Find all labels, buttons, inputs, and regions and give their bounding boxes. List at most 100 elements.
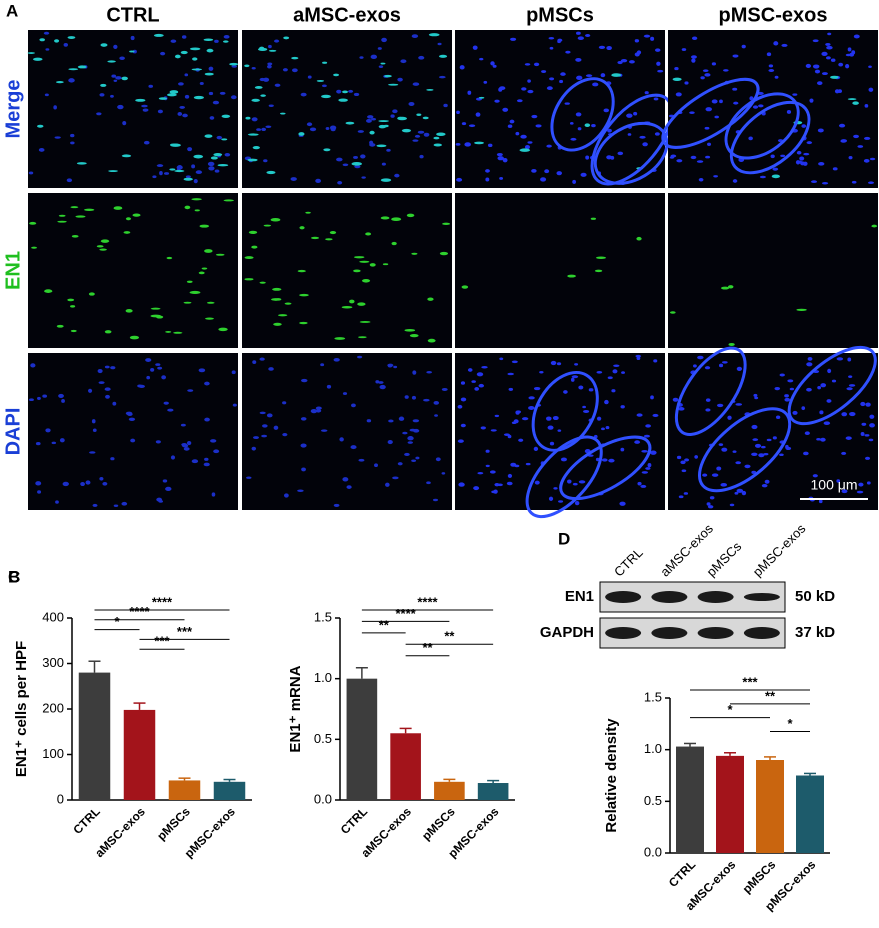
column-label: CTRL	[106, 4, 159, 26]
nucleus	[89, 451, 96, 454]
nucleus	[219, 91, 226, 95]
nucleus	[274, 39, 280, 43]
nucleus	[818, 499, 823, 504]
nucleus	[130, 35, 135, 41]
nucleus	[180, 423, 186, 427]
bar	[477, 783, 509, 800]
significance-label: **	[765, 688, 776, 703]
nucleus	[704, 366, 711, 370]
nucleus	[533, 386, 541, 391]
nucleus	[456, 110, 460, 115]
en1-signal	[206, 301, 215, 304]
nucleus	[404, 452, 410, 456]
nucleus	[490, 429, 497, 432]
nucleus	[251, 446, 257, 451]
nucleus	[578, 480, 586, 484]
en1-signal	[391, 217, 402, 222]
en1-signal	[365, 232, 372, 236]
nucleus	[342, 477, 349, 482]
nucleus	[412, 139, 419, 142]
nucleus	[336, 157, 343, 162]
nucleus	[268, 367, 274, 371]
nucleus	[705, 155, 711, 159]
tissue-structure	[559, 435, 652, 501]
nucleus	[419, 154, 424, 159]
nucleus	[796, 150, 802, 155]
tissue-structure	[525, 435, 603, 519]
nucleus	[137, 384, 143, 388]
nucleus	[322, 84, 327, 88]
nucleus	[394, 173, 400, 178]
nucleus	[375, 380, 380, 384]
nucleus	[507, 473, 513, 478]
en1-signal	[404, 329, 416, 332]
nucleus	[784, 397, 791, 402]
nucleus	[411, 395, 417, 400]
nucleus	[637, 481, 642, 486]
nucleus	[146, 375, 151, 380]
nucleus	[28, 171, 34, 175]
nucleus	[398, 416, 405, 421]
nucleus	[193, 178, 198, 184]
en1-signal	[183, 301, 192, 304]
nucleus	[224, 152, 231, 157]
en1-signal	[382, 263, 389, 266]
y-tick-label: 0.0	[314, 791, 332, 806]
nucleus	[478, 383, 485, 388]
nucleus	[329, 125, 337, 130]
en1-signal	[77, 65, 87, 69]
nucleus	[507, 434, 512, 439]
nucleus	[758, 104, 764, 108]
y-tick-label: 400	[42, 609, 64, 624]
nucleus	[214, 169, 220, 173]
nucleus	[499, 176, 504, 180]
nucleus	[653, 97, 659, 101]
nucleus	[617, 151, 624, 156]
nucleus	[592, 82, 599, 87]
nucleus	[864, 136, 871, 140]
en1-signal	[100, 43, 108, 47]
nucleus	[847, 357, 852, 362]
nucleus	[487, 143, 493, 148]
nucleus	[754, 443, 762, 448]
nucleus	[533, 446, 539, 452]
nucleus	[716, 403, 724, 408]
en1-signal	[345, 121, 355, 125]
nucleus	[781, 43, 788, 47]
nucleus	[191, 459, 199, 464]
nucleus	[412, 370, 417, 375]
nucleus	[836, 357, 844, 361]
en1-signal	[104, 330, 112, 334]
nucleus	[97, 368, 103, 374]
nucleus	[801, 124, 807, 128]
bar	[716, 755, 744, 853]
en1-signal	[369, 130, 375, 135]
nucleus	[744, 464, 751, 469]
en1-signal	[409, 334, 419, 338]
nucleus	[570, 377, 575, 382]
nucleus	[837, 89, 842, 94]
nucleus	[849, 52, 855, 57]
blot-band	[651, 591, 688, 603]
en1-signal	[391, 241, 397, 246]
panel-letter: B	[8, 567, 20, 586]
nucleus	[148, 84, 154, 88]
bar	[168, 780, 201, 800]
nucleus	[795, 160, 800, 165]
nucleus	[385, 482, 390, 487]
nucleus	[467, 90, 472, 95]
en1-signal	[852, 101, 859, 105]
nucleus	[779, 373, 785, 377]
nucleus	[718, 443, 724, 446]
nucleus	[841, 451, 847, 455]
nucleus	[819, 410, 824, 415]
en1-signal	[291, 56, 299, 60]
nucleus	[113, 44, 118, 50]
nucleus	[407, 441, 413, 444]
en1-signal	[71, 235, 79, 238]
en1-signal	[70, 305, 76, 308]
nucleus	[676, 455, 682, 460]
nucleus	[339, 437, 344, 442]
nucleus	[722, 361, 728, 364]
en1-signal	[125, 309, 133, 313]
